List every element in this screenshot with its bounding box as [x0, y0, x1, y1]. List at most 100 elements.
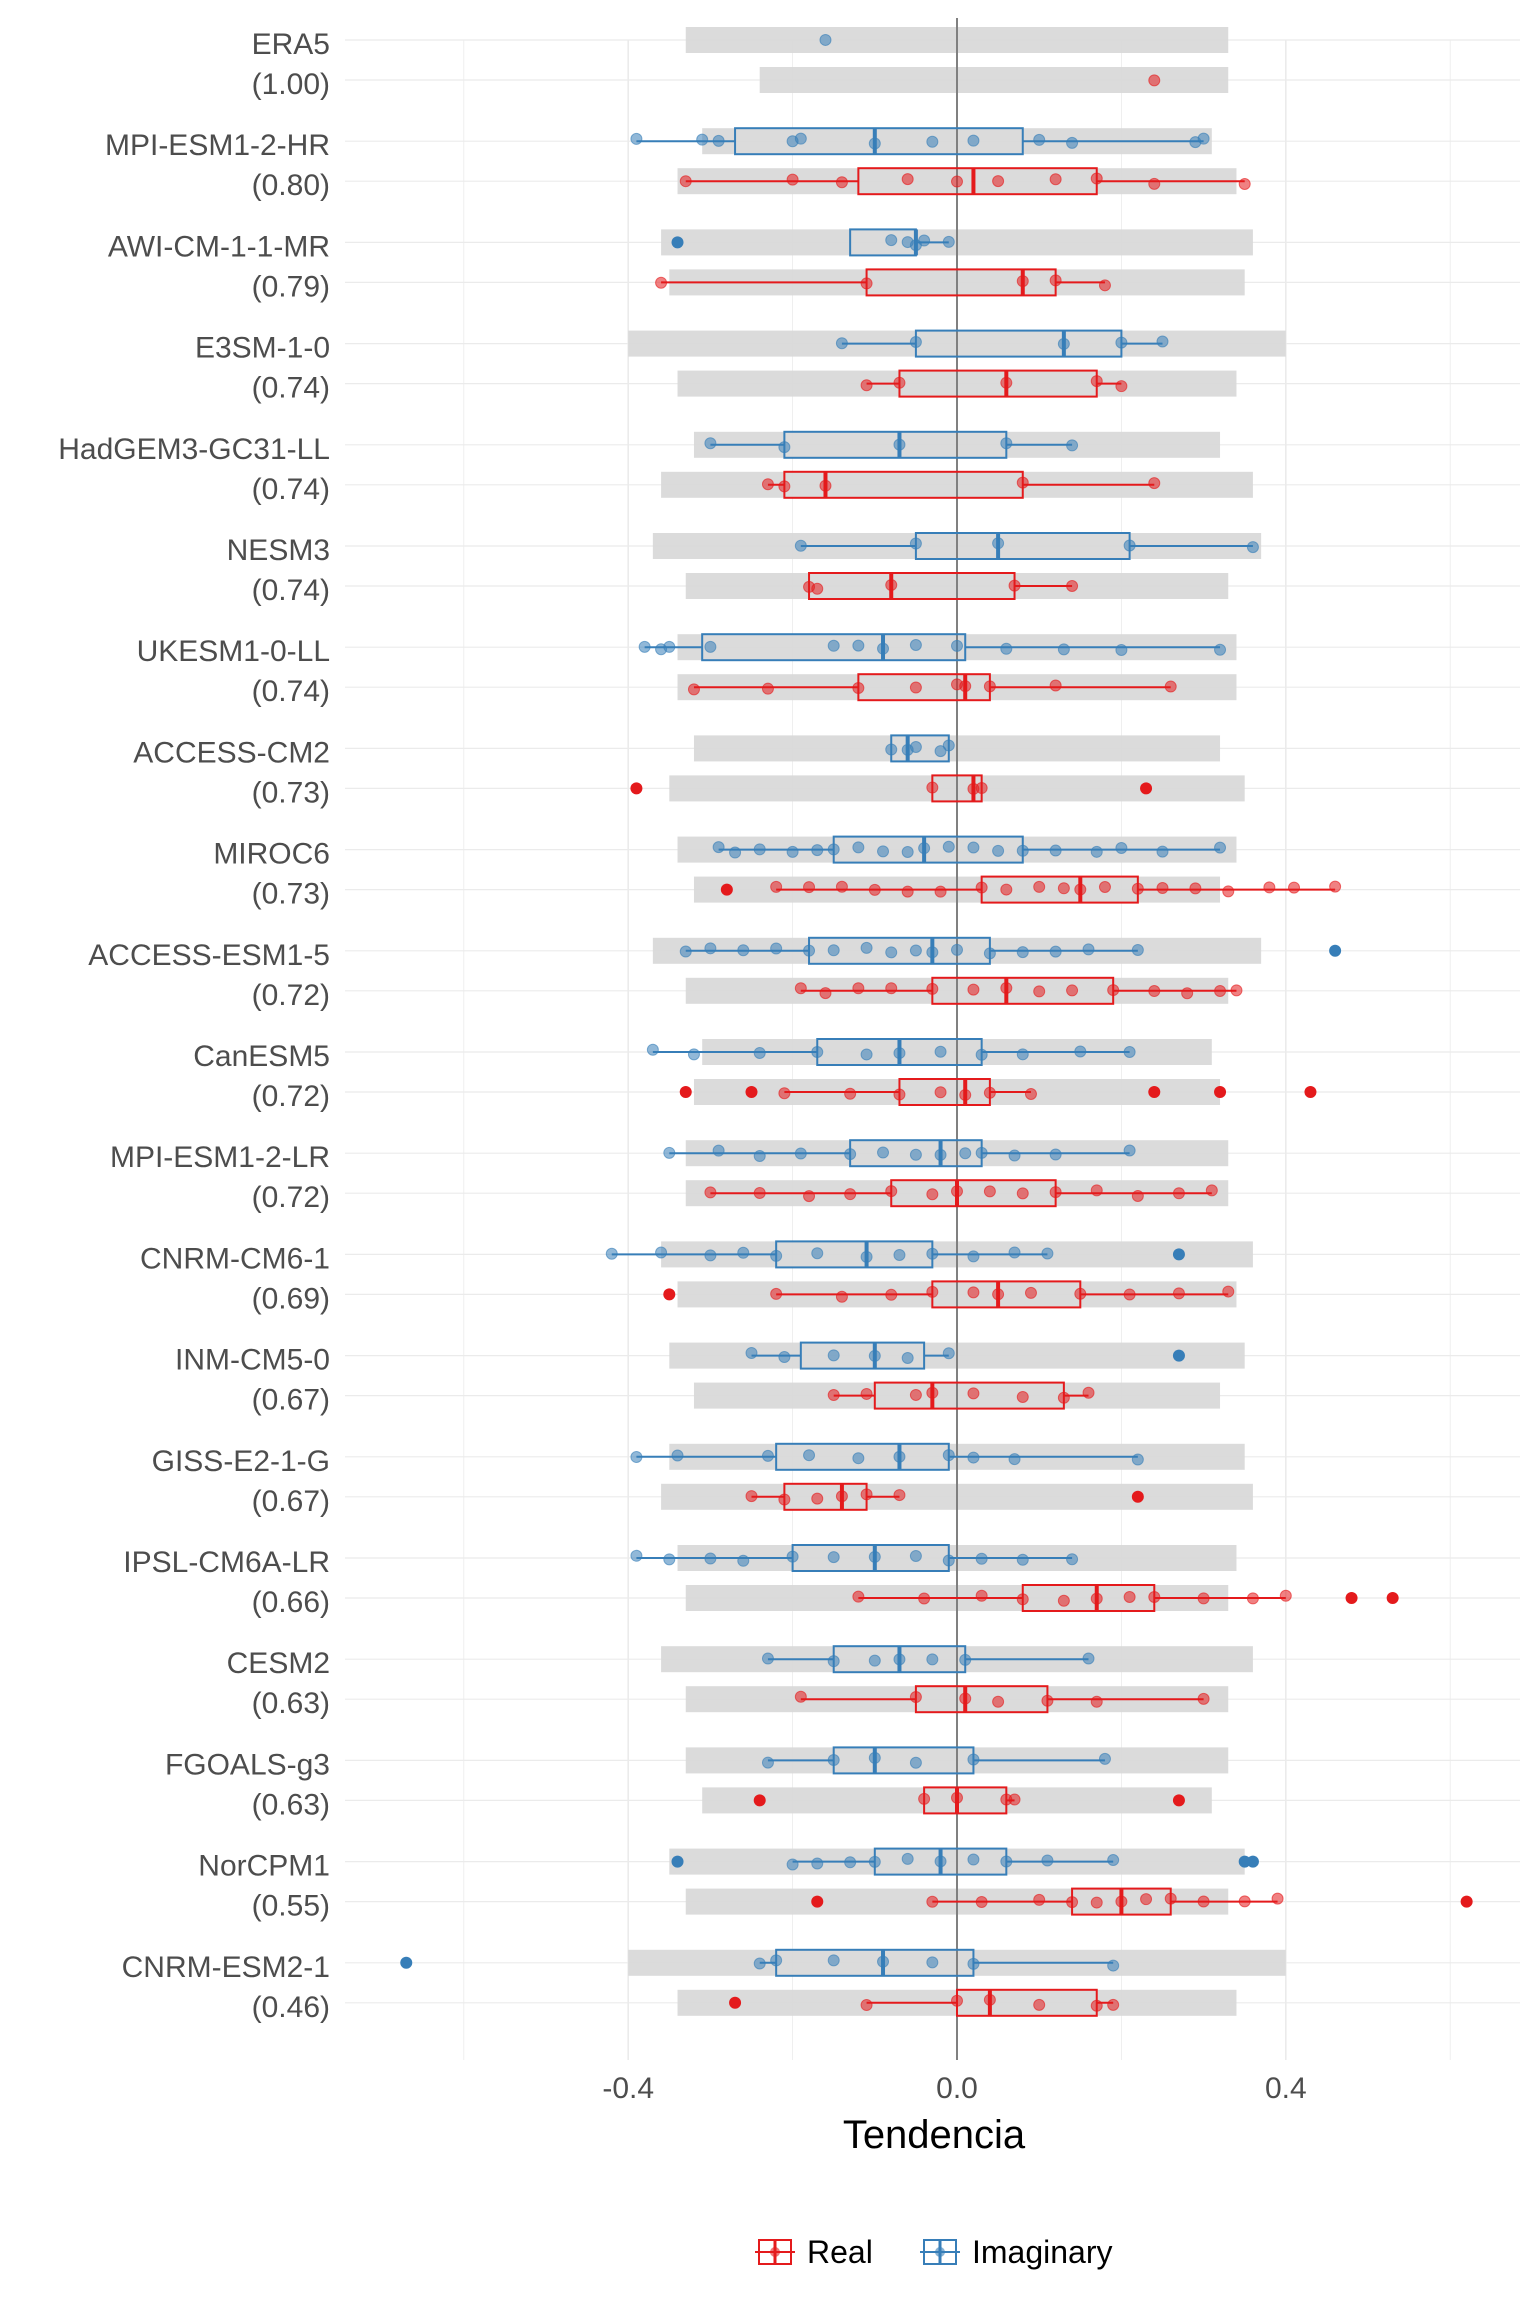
real-data-point: [1049, 173, 1062, 186]
model-correlation-label: (0.63): [252, 1788, 330, 1821]
real-data-point: [819, 479, 832, 492]
real-data-point: [1222, 1285, 1235, 1298]
real-data-point: [803, 1190, 816, 1203]
imaginary-data-point: [794, 132, 807, 145]
imaginary-data-point: [712, 841, 725, 854]
real-data-point: [975, 1896, 988, 1909]
imaginary-data-point: [901, 1852, 914, 1865]
imaginary-data-point: [811, 1247, 824, 1260]
real-data-point: [1098, 279, 1111, 292]
real-outlier-point: [1140, 782, 1153, 795]
imaginary-data-point: [1246, 541, 1259, 554]
imaginary-data-point: [885, 946, 898, 959]
real-data-point: [786, 173, 799, 186]
imaginary-outlier-point: [1172, 1248, 1185, 1261]
real-data-point: [1090, 1999, 1103, 2012]
imaginary-data-point: [1049, 844, 1062, 857]
imaginary-data-point: [1156, 335, 1169, 348]
imaginary-data-point: [1123, 1144, 1136, 1157]
real-data-point: [1263, 881, 1276, 894]
imaginary-data-point: [1049, 945, 1062, 958]
real-data-point: [1181, 987, 1194, 1000]
real-data-point: [835, 1290, 848, 1303]
imaginary-data-point: [1090, 845, 1103, 858]
real-data-point: [1164, 680, 1177, 693]
imaginary-data-point: [959, 1653, 972, 1666]
model-name-label: NESM3: [227, 534, 330, 567]
real-outlier-point: [1172, 1794, 1185, 1807]
imaginary-data-point: [638, 640, 651, 653]
imaginary-data-point: [737, 1246, 750, 1259]
real-data-point: [1066, 1896, 1079, 1909]
imaginary-data-point: [893, 1653, 906, 1666]
real-data-point: [827, 1389, 840, 1402]
imaginary-data-point: [1066, 1553, 1079, 1566]
real-data-point: [687, 683, 700, 696]
real-data-point: [975, 782, 988, 795]
imaginary-data-point: [926, 1653, 939, 1666]
imaginary-data-point: [877, 1146, 890, 1159]
imaginary-data-point: [885, 743, 898, 756]
real-outlier-point: [753, 1794, 766, 1807]
imaginary-data-point: [918, 842, 931, 855]
real-data-point: [1016, 476, 1029, 489]
imaginary-data-point: [1008, 1149, 1021, 1162]
real-data-point: [926, 1386, 939, 1399]
real-data-point: [1148, 477, 1161, 490]
imaginary-data-point: [1214, 643, 1227, 656]
model-correlation-label: (0.72): [252, 979, 330, 1012]
real-data-point: [1164, 1892, 1177, 1905]
real-data-point: [1140, 1893, 1153, 1906]
imaginary-data-point: [1033, 133, 1046, 146]
imaginary-data-point: [827, 843, 840, 856]
real-outlier-point: [729, 1996, 742, 2009]
imaginary-data-point: [712, 1144, 725, 1157]
imaginary-data-point: [868, 1855, 881, 1868]
imaginary-outlier-point: [1246, 1855, 1259, 1868]
imaginary-data-point: [893, 1047, 906, 1060]
imaginary-data-point: [778, 1351, 791, 1364]
imaginary-data-point: [885, 234, 898, 247]
real-data-point: [852, 982, 865, 995]
real-data-point: [1107, 1998, 1120, 2011]
real-data-point: [761, 682, 774, 695]
real-data-point: [844, 1188, 857, 1201]
real-data-point: [1033, 1998, 1046, 2011]
real-data-point: [1214, 984, 1227, 997]
imaginary-data-point: [992, 537, 1005, 550]
model-name-label: GISS-E2-1-G: [152, 1445, 330, 1478]
imaginary-data-point: [983, 947, 996, 960]
real-data-point: [1148, 985, 1161, 998]
imaginary-outlier-point: [1172, 1349, 1185, 1362]
imaginary-data-point: [827, 1954, 840, 1967]
imaginary-data-point: [934, 1148, 947, 1161]
imaginary-data-point: [1131, 943, 1144, 956]
imaginary-data-point: [704, 1552, 717, 1565]
imaginary-data-point: [1115, 644, 1128, 657]
imaginary-data-point: [770, 1954, 783, 1967]
real-data-point: [811, 1492, 824, 1505]
real-data-point: [1066, 579, 1079, 592]
real-data-point: [1098, 880, 1111, 893]
model-name-label: FGOALS-g3: [165, 1748, 330, 1781]
real-data-point: [1156, 881, 1169, 894]
real-outlier-point: [720, 883, 733, 896]
imaginary-data-point: [687, 1048, 700, 1061]
model-correlation-label: (0.46): [252, 1991, 330, 2024]
real-data-point: [860, 277, 873, 290]
real-data-point: [951, 1791, 963, 1804]
real-data-point: [992, 1695, 1005, 1708]
real-data-point: [901, 885, 914, 898]
imaginary-data-point: [1016, 1553, 1029, 1566]
real-data-point: [1172, 1287, 1185, 1300]
imaginary-data-point: [967, 1853, 980, 1866]
imaginary-data-point: [942, 739, 955, 752]
real-data-point: [1024, 1286, 1037, 1299]
real-data-point: [926, 1285, 939, 1298]
imaginary-box: [701, 633, 967, 662]
real-data-point: [1189, 882, 1202, 895]
imaginary-data-point: [909, 944, 922, 957]
imaginary-data-point: [827, 639, 840, 652]
imaginary-data-point: [1057, 337, 1070, 350]
real-data-point: [1205, 1184, 1218, 1197]
